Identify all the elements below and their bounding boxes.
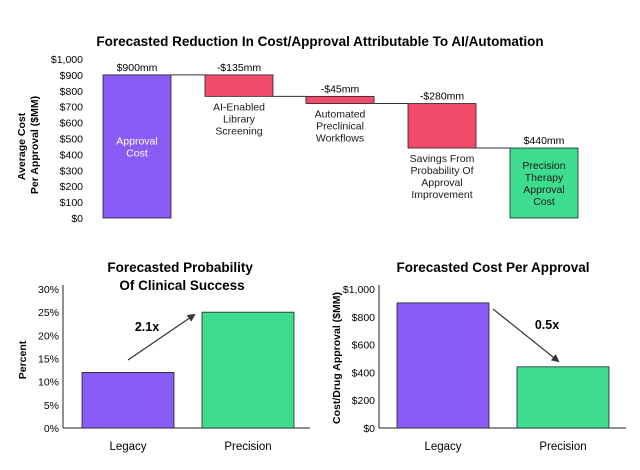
waterfall-bar: [407, 103, 477, 149]
waterfall-bar-caption-line: Savings From: [410, 153, 475, 165]
waterfall-bar-caption-line: Library: [223, 113, 256, 125]
waterfall-tick-label: $300: [60, 165, 84, 177]
waterfall-bar-caption: AI-Enabled Library Screening: [213, 101, 265, 137]
probability-arrow: [127, 313, 196, 361]
waterfall-bar-caption-line: Approval: [421, 177, 462, 189]
cost-chart: Forecasted Cost Per Approval Cost/Drug A…: [331, 260, 626, 453]
waterfall-tick-label: $900: [60, 70, 84, 82]
waterfall-tick-label: $1,000: [51, 54, 83, 66]
probability-bars: Legacy Precision: [81, 311, 295, 453]
cost-multiplier: 0.5x: [535, 318, 559, 332]
cost-tick-label: $400: [352, 367, 376, 379]
probability-tick-label: 0%: [44, 423, 59, 435]
probability-tick-label: 15%: [38, 354, 59, 366]
cost-tick-label: $800: [352, 312, 376, 324]
waterfall-bar-caption: Automated Preclinical Workflows: [315, 109, 366, 145]
waterfall-value-label: $900mm: [117, 62, 158, 74]
waterfall-bar-caption-line: Cost: [126, 147, 148, 159]
bar-precision: [201, 311, 295, 429]
waterfall-tick-label: $500: [60, 134, 84, 146]
waterfall-value-label: -$45mm: [321, 83, 360, 95]
waterfall-bar-caption-line: Precision: [522, 160, 565, 172]
waterfall-value-label: $440mm: [524, 135, 565, 147]
waterfall-bar-caption-line: Screening: [215, 125, 262, 137]
waterfall-title: Forecasted Reduction In Cost/Approval At…: [96, 34, 543, 49]
cost-tick-label: $200: [352, 395, 376, 407]
probability-title: Forecasted Probability Of Clinical Succe…: [107, 260, 256, 293]
waterfall-bar-caption-line: Automated: [315, 109, 366, 121]
waterfall-bar-caption-line: Workflows: [316, 133, 364, 145]
waterfall-bar-caption-line: Cost: [533, 196, 555, 208]
waterfall-bar-caption-line: AI-Enabled: [213, 101, 265, 113]
category-label: Legacy: [424, 441, 461, 453]
waterfall-tick-label: $100: [60, 197, 84, 209]
bar-precision: [516, 366, 610, 429]
probability-tick-label: 5%: [44, 400, 59, 412]
cost-arrow: [492, 308, 560, 363]
waterfall-value-label: -$280mm: [420, 91, 465, 103]
waterfall-bar-caption-line: Therapy: [525, 172, 564, 184]
probability-tick-label: 30%: [38, 284, 59, 296]
cost-title: Forecasted Cost Per Approval: [396, 260, 589, 275]
waterfall-tick-label: $400: [60, 149, 84, 161]
waterfall-tick-label: $700: [60, 102, 84, 114]
waterfall-bar: [305, 95, 375, 104]
waterfall-bar-caption-line: Improvement: [411, 189, 472, 201]
category-label: Legacy: [109, 441, 146, 453]
waterfall-ylabel: Average Cost Per Approval ($MM): [16, 96, 41, 194]
category-label: Precision: [539, 441, 586, 453]
waterfall-bar: [509, 147, 579, 219]
probability-chart: Forecasted Probability Of Clinical Succe…: [17, 260, 310, 453]
waterfall-tick-label: $600: [60, 118, 84, 130]
waterfall-bar-caption-line: Probability Of: [410, 165, 473, 177]
waterfall-tick-label: $0: [71, 213, 83, 225]
waterfall-bar-caption: Savings From Probability Of Approval Improv…: [410, 153, 475, 201]
waterfall-bar-caption: Approval Cost: [116, 135, 157, 159]
category-label: Precision: [224, 441, 271, 453]
probability-tick-label: 20%: [38, 330, 59, 342]
waterfall-bar: [204, 74, 274, 97]
waterfall-bar-caption-line: Preclinical: [316, 121, 364, 133]
waterfall-tick-label: $200: [60, 181, 84, 193]
bar-legacy: [81, 371, 175, 429]
waterfall-bar-caption-line: Approval: [523, 184, 564, 196]
probability-tick-label: 25%: [38, 307, 59, 319]
waterfall-value-label: -$135mm: [217, 62, 262, 74]
waterfall-y-axis: $0 $100 $200 $300 $400 $500 $600 $700 $800 $900 $1…: [51, 54, 83, 225]
probability-ylabel: Percent: [17, 340, 29, 379]
cost-tick-label: $600: [352, 340, 376, 352]
probability-y-axis: 0% 5% 10% 15% 20% 25% 30%: [38, 284, 310, 435]
waterfall-bar-caption: Precision Therapy Approval Cost: [522, 160, 565, 208]
waterfall-bar-caption-line: Approval: [116, 135, 157, 147]
waterfall-tick-label: $800: [60, 86, 84, 98]
cost-bars: Legacy Precision: [396, 302, 610, 453]
probability-multiplier: 2.1x: [135, 320, 159, 334]
waterfall-chart: Forecasted Reduction In Cost/Approval At…: [16, 34, 579, 225]
cost-y-axis: $0 $200 $400 $600 $800 $1,000: [343, 284, 626, 435]
probability-tick-label: 10%: [38, 377, 59, 389]
cost-ylabel: Cost/Drug Approval ($MM): [331, 292, 343, 424]
waterfall-bar: [102, 74, 172, 219]
bar-legacy: [396, 302, 490, 429]
cost-tick-label: $0: [363, 423, 375, 435]
cost-tick-label: $1,000: [343, 284, 375, 296]
